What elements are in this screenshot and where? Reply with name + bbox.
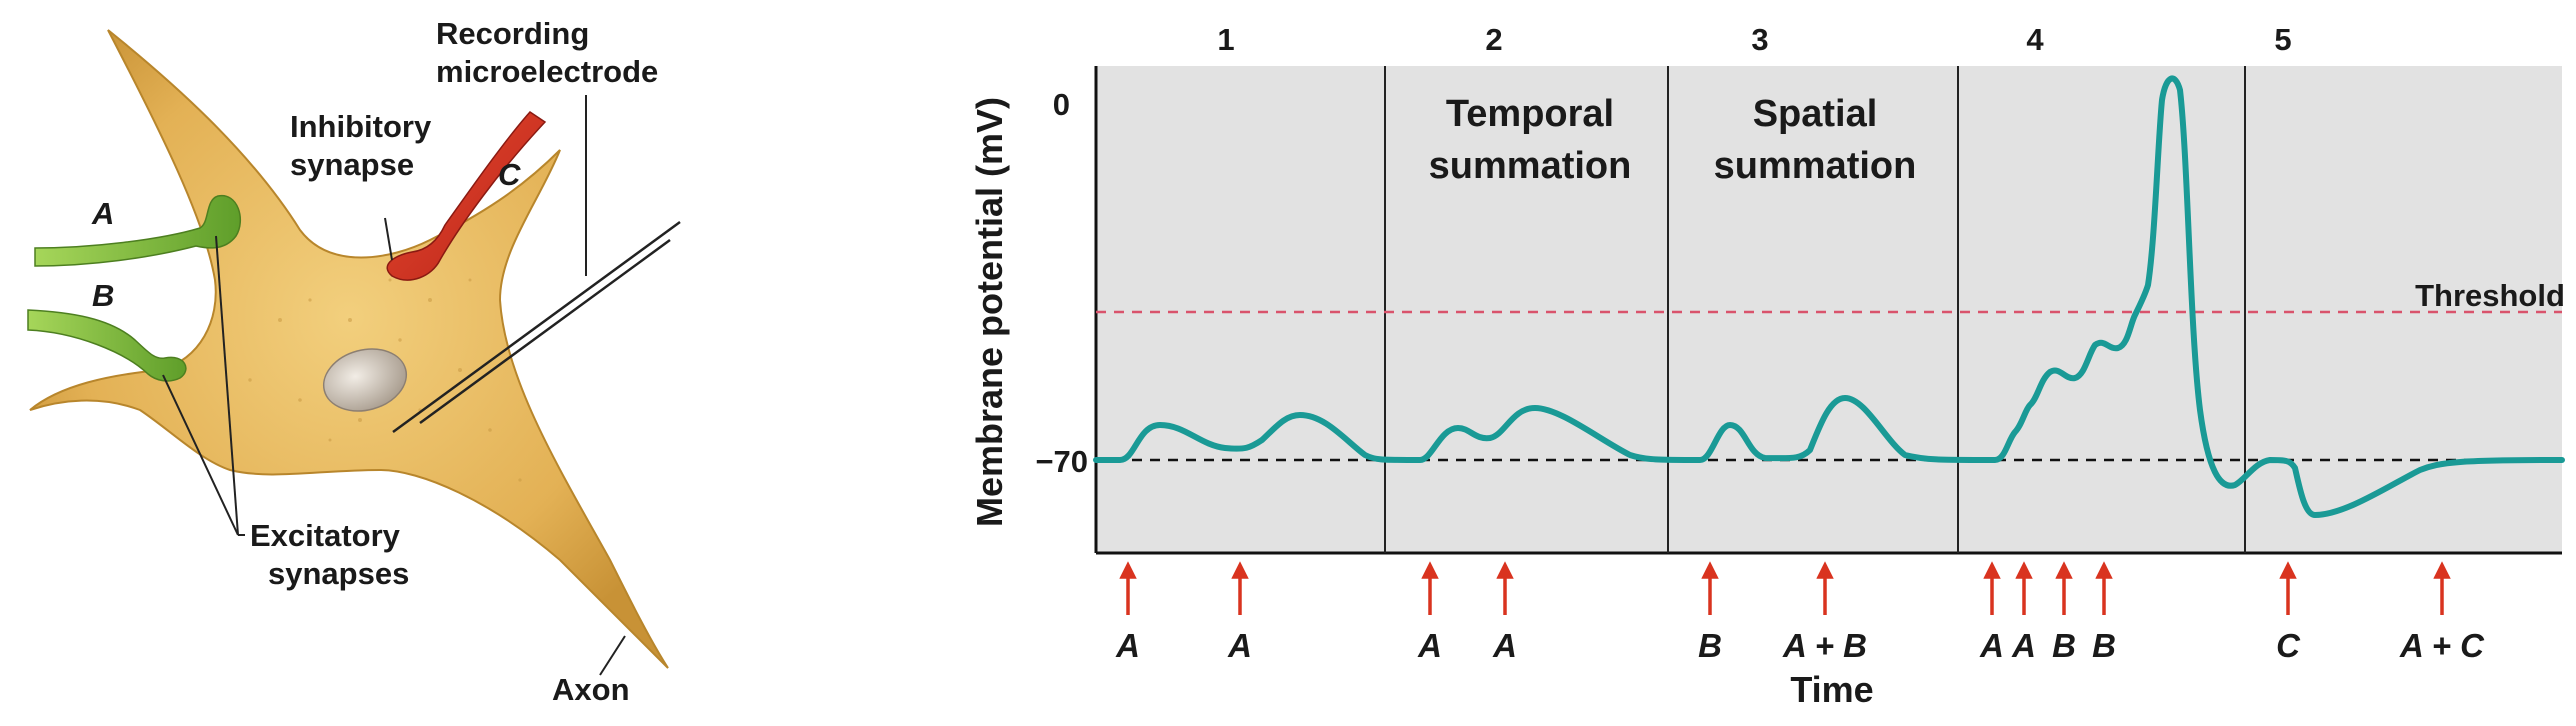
- label-axon: Axon: [552, 672, 630, 707]
- label-synapses: synapses: [268, 556, 409, 591]
- stimulus-label: C: [2276, 627, 2301, 664]
- label-synapse-c: C: [498, 157, 521, 192]
- panel-number-5: 5: [2274, 22, 2291, 57]
- inhibitory-synapse: [386, 111, 547, 281]
- recording-microelectrode: [392, 95, 681, 434]
- label-inhibitory: Inhibitory: [290, 109, 432, 144]
- panel-number-1: 1: [1217, 22, 1234, 57]
- panel-2-title-line2: summation: [1429, 145, 1632, 187]
- stimulus-label: A: [1979, 627, 2004, 664]
- stimulus-label: A: [1227, 627, 1252, 664]
- stimulus-label: B: [1698, 627, 1722, 664]
- panel-number-4: 4: [2026, 22, 2044, 57]
- stimulus-label: A: [1417, 627, 1442, 664]
- stimulus-label: A: [1115, 627, 1140, 664]
- axon-leader-line: [599, 635, 626, 676]
- panel-number-2: 2: [1485, 22, 1502, 57]
- inhibitory-leader-line: [384, 217, 393, 261]
- y-tick-minus-70: −70: [1035, 444, 1088, 479]
- nucleus: [322, 348, 408, 412]
- label-synapse: synapse: [290, 147, 414, 182]
- y-axis-label: Membrane potential (mV): [969, 97, 1010, 527]
- excitatory-synapse-a: [34, 195, 241, 267]
- label-synapse-b: B: [92, 278, 114, 313]
- label-excitatory: Excitatory: [250, 518, 401, 553]
- label-recording: Recording: [436, 16, 589, 51]
- cytoplasm-texture: [248, 278, 522, 482]
- stimulus-label: A + C: [2399, 627, 2485, 664]
- stimulus-arrows: [1119, 561, 2451, 615]
- plot-area: [1096, 66, 2562, 552]
- stimulus-label: A: [1492, 627, 1517, 664]
- neuron-illustration: Recording microelectrode Inhibitory syna…: [27, 16, 681, 707]
- stimulus-label: A + B: [1782, 627, 1867, 664]
- label-synapse-a: A: [91, 196, 114, 231]
- x-axis-label: Time: [1790, 669, 1873, 710]
- excitatory-leader-lines: [162, 235, 245, 536]
- stimulus-label: B: [2052, 627, 2076, 664]
- panel-3-title-line1: Spatial: [1753, 93, 1878, 135]
- excitatory-synapse-b: [27, 309, 187, 382]
- panel-number-3: 3: [1751, 22, 1768, 57]
- threshold-label: Threshold: [2415, 278, 2565, 313]
- panel-3-title-line2: summation: [1714, 145, 1917, 187]
- stimulus-label: B: [2092, 627, 2116, 664]
- y-tick-0: 0: [1053, 87, 1070, 122]
- membrane-potential-trace: [1093, 75, 2565, 518]
- panel-2-title-line1: Temporal: [1446, 93, 1614, 135]
- stimulus-label: A: [2011, 627, 2036, 664]
- label-microelectrode: microelectrode: [436, 54, 658, 89]
- panel-dividers: [1384, 66, 2246, 553]
